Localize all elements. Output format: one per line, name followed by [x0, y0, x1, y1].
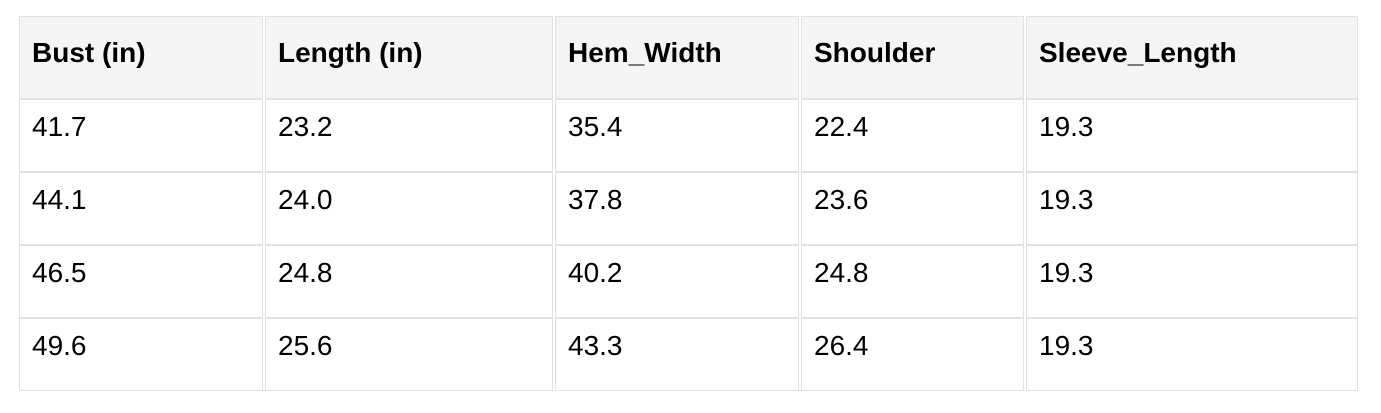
cell-hem-width: 43.3	[555, 318, 799, 391]
cell-sleeve-length: 19.3	[1026, 172, 1358, 245]
cell-sleeve-length: 19.3	[1026, 245, 1358, 318]
column-header-shoulder: Shoulder	[801, 16, 1024, 99]
cell-sleeve-length: 19.3	[1026, 318, 1358, 391]
cell-hem-width: 35.4	[555, 99, 799, 172]
cell-shoulder: 23.6	[801, 172, 1024, 245]
cell-length: 24.0	[265, 172, 553, 245]
column-header-length: Length (in)	[265, 16, 553, 99]
column-header-sleeve-length: Sleeve_Length	[1026, 16, 1358, 99]
cell-hem-width: 37.8	[555, 172, 799, 245]
size-chart-container: Bust (in) Length (in) Hem_Width Shoulder…	[17, 16, 1381, 391]
cell-bust: 46.5	[19, 245, 263, 318]
cell-bust: 44.1	[19, 172, 263, 245]
table-row: 41.7 23.2 35.4 22.4 19.3	[19, 99, 1358, 172]
cell-length: 24.8	[265, 245, 553, 318]
cell-shoulder: 24.8	[801, 245, 1024, 318]
column-header-bust: Bust (in)	[19, 16, 263, 99]
cell-hem-width: 40.2	[555, 245, 799, 318]
cell-bust: 49.6	[19, 318, 263, 391]
column-header-hem-width: Hem_Width	[555, 16, 799, 99]
cell-bust: 41.7	[19, 99, 263, 172]
table-row: 46.5 24.8 40.2 24.8 19.3	[19, 245, 1358, 318]
cell-length: 23.2	[265, 99, 553, 172]
header-row: Bust (in) Length (in) Hem_Width Shoulder…	[19, 16, 1358, 99]
cell-shoulder: 26.4	[801, 318, 1024, 391]
cell-shoulder: 22.4	[801, 99, 1024, 172]
table-row: 44.1 24.0 37.8 23.6 19.3	[19, 172, 1358, 245]
cell-length: 25.6	[265, 318, 553, 391]
table-row: 49.6 25.6 43.3 26.4 19.3	[19, 318, 1358, 391]
size-chart-table: Bust (in) Length (in) Hem_Width Shoulder…	[17, 16, 1360, 391]
cell-sleeve-length: 19.3	[1026, 99, 1358, 172]
